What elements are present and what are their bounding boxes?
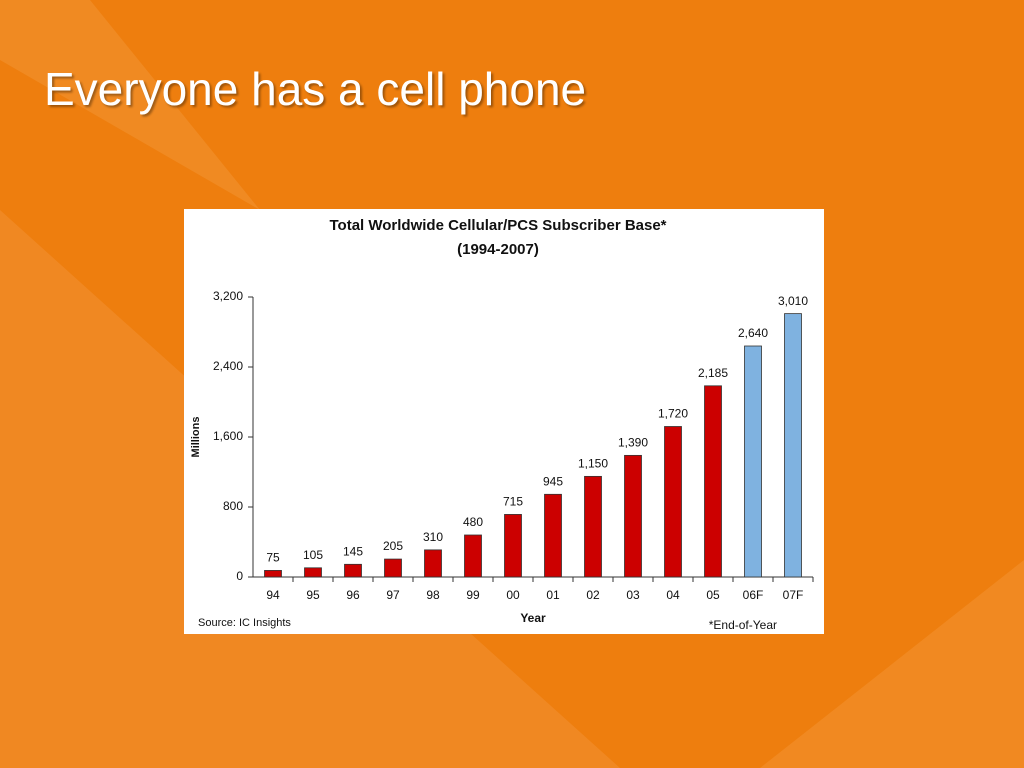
value-label: 1,720	[658, 407, 688, 421]
x-tick-label: 99	[466, 588, 480, 602]
y-tick-label: 1,600	[213, 429, 243, 443]
x-tick-label: 97	[386, 588, 400, 602]
x-tick-label: 98	[426, 588, 440, 602]
bar	[264, 570, 282, 578]
bar	[704, 385, 722, 578]
x-tick-label: 06F	[743, 588, 764, 602]
chart-subtitle: (1994-2007)	[457, 241, 539, 258]
bar	[464, 534, 482, 578]
x-tick-label: 05	[706, 588, 720, 602]
bar	[664, 426, 682, 578]
bar	[344, 563, 362, 578]
value-label: 715	[503, 495, 523, 509]
bar	[744, 345, 762, 578]
value-label: 1,390	[618, 436, 648, 450]
value-label: 1,150	[578, 457, 608, 471]
value-label: 2,185	[698, 366, 728, 380]
bar	[624, 454, 642, 578]
x-tick-label: 00	[506, 588, 520, 602]
x-tick-label: 04	[666, 588, 680, 602]
y-tick-label: 800	[223, 499, 243, 513]
x-tick-label: 01	[546, 588, 560, 602]
value-label: 310	[423, 530, 443, 544]
value-label: 205	[383, 539, 403, 553]
bar	[584, 475, 602, 578]
y-tick-label: 3,200	[213, 289, 243, 303]
value-label: 75	[266, 551, 280, 565]
chart: Total Worldwide Cellular/PCS Subscriber …	[184, 209, 824, 634]
bar	[384, 558, 402, 578]
y-tick-label: 2,400	[213, 359, 243, 373]
bar	[504, 514, 522, 578]
bg-shape	[0, 0, 260, 210]
slide-title: Everyone has a cell phone	[44, 63, 587, 115]
x-tick-label: 07F	[783, 588, 804, 602]
value-label: 145	[343, 544, 363, 558]
y-axis-label: Millions	[190, 417, 202, 458]
bar	[424, 549, 442, 578]
x-tick-label: 96	[346, 588, 360, 602]
bar	[784, 313, 802, 578]
value-label: 2,640	[738, 326, 768, 340]
value-label: 105	[303, 548, 323, 562]
value-label: 3,010	[778, 294, 808, 308]
value-label: 945	[543, 474, 563, 488]
source-note: Source: IC Insights	[198, 617, 291, 629]
bar	[304, 567, 322, 578]
footnote: *End-of-Year	[709, 618, 777, 632]
chart-title: Total Worldwide Cellular/PCS Subscriber …	[329, 217, 666, 234]
x-tick-label: 02	[586, 588, 600, 602]
x-tick-label: 03	[626, 588, 640, 602]
y-tick-label: 0	[236, 569, 243, 583]
x-axis-label: Year	[520, 611, 546, 625]
value-label: 480	[463, 515, 483, 529]
x-tick-label: 94	[266, 588, 280, 602]
bar	[544, 493, 562, 578]
x-tick-label: 95	[306, 588, 320, 602]
bg-shape	[760, 560, 1024, 768]
